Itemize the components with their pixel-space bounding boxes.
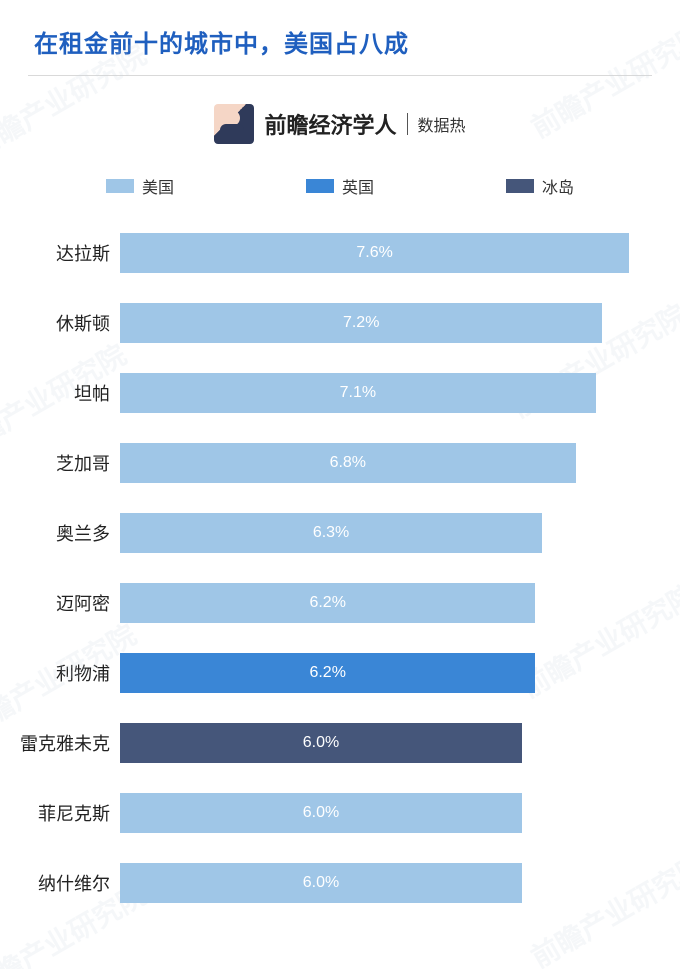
title-underline bbox=[28, 75, 652, 76]
subtitle-divider bbox=[407, 113, 408, 135]
bar: 6.0% bbox=[120, 793, 522, 833]
bar-track: 6.2% bbox=[120, 653, 656, 693]
subtitle-sub: 数据热 bbox=[418, 112, 466, 136]
bar-value: 7.2% bbox=[343, 314, 379, 332]
bar: 6.0% bbox=[120, 863, 522, 903]
legend-item: 英国 bbox=[306, 174, 374, 198]
city-label: 达拉斯 bbox=[0, 240, 120, 266]
city-label: 利物浦 bbox=[0, 660, 120, 686]
city-label: 奥兰多 bbox=[0, 520, 120, 546]
legend-swatch bbox=[306, 179, 334, 193]
city-label: 芝加哥 bbox=[0, 450, 120, 476]
bar-value: 6.2% bbox=[309, 664, 345, 682]
chart-row: 坦帕 7.1% bbox=[0, 358, 656, 428]
bar-chart: 达拉斯 7.6% 休斯顿 7.2% 坦帕 7.1% 芝加哥 6.8% 奥兰多 6.3% 迈阿密 6.2… bbox=[0, 218, 656, 918]
chart-row: 雷克雅未克 6.0% bbox=[0, 708, 656, 778]
city-label: 菲尼克斯 bbox=[0, 800, 120, 826]
legend-item: 美国 bbox=[106, 174, 174, 198]
city-label: 休斯顿 bbox=[0, 310, 120, 336]
legend: 美国 英国 冰岛 bbox=[40, 174, 640, 198]
legend-label: 美国 bbox=[142, 174, 174, 198]
bar-value: 6.3% bbox=[313, 524, 349, 542]
city-label: 纳什维尔 bbox=[0, 870, 120, 896]
bar: 7.2% bbox=[120, 303, 602, 343]
bar-value: 7.6% bbox=[356, 244, 392, 262]
chart-row: 菲尼克斯 6.0% bbox=[0, 778, 656, 848]
subtitle-main: 前瞻经济学人 bbox=[264, 108, 396, 140]
bar-track: 6.3% bbox=[120, 513, 656, 553]
bar: 7.6% bbox=[120, 233, 629, 273]
legend-swatch bbox=[506, 179, 534, 193]
legend-item: 冰岛 bbox=[506, 174, 574, 198]
city-label: 雷克雅未克 bbox=[0, 730, 120, 756]
chart-row: 迈阿密 6.2% bbox=[0, 568, 656, 638]
chart-row: 利物浦 6.2% bbox=[0, 638, 656, 708]
bar: 6.8% bbox=[120, 443, 576, 483]
chart-title-text: 在租金前十的城市中，美国占八成 bbox=[34, 31, 409, 58]
legend-label: 英国 bbox=[342, 174, 374, 198]
chart-row: 芝加哥 6.8% bbox=[0, 428, 656, 498]
bar-track: 7.2% bbox=[120, 303, 656, 343]
city-label: 坦帕 bbox=[0, 380, 120, 406]
bar: 6.3% bbox=[120, 513, 542, 553]
bar-track: 6.0% bbox=[120, 723, 656, 763]
bar-value: 6.8% bbox=[330, 454, 366, 472]
bar-value: 6.2% bbox=[309, 594, 345, 612]
bar-track: 6.8% bbox=[120, 443, 656, 483]
chart-row: 奥兰多 6.3% bbox=[0, 498, 656, 568]
bar-track: 7.1% bbox=[120, 373, 656, 413]
bar-track: 6.0% bbox=[120, 793, 656, 833]
chart-row: 纳什维尔 6.0% bbox=[0, 848, 656, 918]
bar-track: 6.2% bbox=[120, 583, 656, 623]
chart-row: 休斯顿 7.2% bbox=[0, 288, 656, 358]
legend-swatch bbox=[106, 179, 134, 193]
bar-value: 6.0% bbox=[303, 804, 339, 822]
bar-value: 6.0% bbox=[303, 734, 339, 752]
legend-label: 冰岛 bbox=[542, 174, 574, 198]
subtitle: 前瞻经济学人 数据热 bbox=[0, 104, 680, 144]
bar-track: 7.6% bbox=[120, 233, 656, 273]
bar: 6.2% bbox=[120, 653, 535, 693]
bar-track: 6.0% bbox=[120, 863, 656, 903]
bar-value: 6.0% bbox=[303, 874, 339, 892]
avatar-icon bbox=[214, 104, 254, 144]
chart-row: 达拉斯 7.6% bbox=[0, 218, 656, 288]
bar: 6.2% bbox=[120, 583, 535, 623]
bar: 7.1% bbox=[120, 373, 596, 413]
chart-title: 在租金前十的城市中，美国占八成 bbox=[0, 0, 680, 71]
city-label: 迈阿密 bbox=[0, 590, 120, 616]
bar-value: 7.1% bbox=[340, 384, 376, 402]
bar: 6.0% bbox=[120, 723, 522, 763]
